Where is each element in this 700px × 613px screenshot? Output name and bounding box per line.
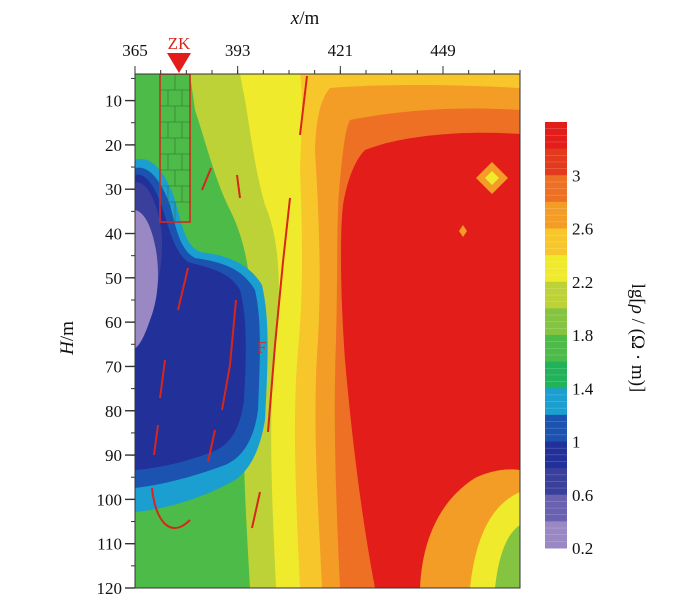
colorbar-tick-label: 1.8 <box>572 326 593 345</box>
fault-line <box>159 359 166 399</box>
fault-line <box>153 424 159 456</box>
colorbar-tick-label: 0.2 <box>572 539 593 558</box>
colorbar-swatch <box>545 228 567 256</box>
colorbar-swatch <box>545 361 567 389</box>
colorbar-swatch <box>545 441 567 469</box>
x-tick-label: 449 <box>430 41 456 60</box>
field-level-green-bottom <box>495 525 520 588</box>
colorbar-swatch <box>545 494 567 522</box>
fault-line <box>299 75 308 136</box>
colorbar-swatch <box>545 122 567 150</box>
fault-line <box>177 267 189 311</box>
y-tick-label: 80 <box>105 402 122 421</box>
fault-line <box>221 299 237 411</box>
y-tick-label: 50 <box>105 269 122 288</box>
colorbar-tick-label: 2.2 <box>572 273 593 292</box>
y-tick-label: 110 <box>97 535 122 554</box>
contour-plot-area <box>135 74 520 588</box>
colorbar-swatch <box>545 388 567 416</box>
colorbar-swatch <box>545 281 567 309</box>
colorbar-swatch <box>545 308 567 336</box>
fault-line <box>207 429 216 463</box>
colorbar-swatch <box>545 201 567 229</box>
borehole-zk-log <box>159 74 191 223</box>
y-tick-label: 10 <box>105 92 122 111</box>
plot-frame <box>134 73 521 589</box>
y-axis-title: H/m <box>57 321 78 356</box>
colorbar-tick-label: 1 <box>572 433 581 452</box>
y-tick-label: 70 <box>105 357 122 376</box>
x-tick-label: 393 <box>225 41 251 60</box>
colorbar-tick-label: 1.4 <box>572 379 594 398</box>
borehole-triangle-icon <box>167 53 191 73</box>
field-level-red-high <box>340 132 520 588</box>
x-tick-label: 365 <box>122 41 148 60</box>
fault-label: F <box>257 338 266 357</box>
colorbar: 3 2.6 2.2 1.8 1.4 1 0.6 0.2 <box>545 122 594 558</box>
x-axis: 365 393 421 449 <box>122 41 521 74</box>
colorbar-swatch <box>545 414 567 442</box>
colorbar-tick-label: 3 <box>572 166 581 185</box>
y-tick-label: 120 <box>97 579 123 598</box>
y-tick-label: 60 <box>105 313 122 332</box>
y-tick-label: 20 <box>105 136 122 155</box>
fault-line <box>201 167 212 191</box>
colorbar-title: lg[ρ / (Ω · m)] <box>627 284 648 393</box>
high-anomaly-small <box>459 225 467 237</box>
field-level-lavender <box>135 210 158 348</box>
borehole-marker: ZK <box>167 34 191 73</box>
y-tick-label: 100 <box>97 490 123 509</box>
fault-lines <box>151 75 308 529</box>
high-anomaly-upper-right-core <box>485 171 499 185</box>
fault-line <box>267 197 291 433</box>
x-axis-title: x/m <box>290 8 320 29</box>
colorbar-swatch <box>545 335 567 363</box>
colorbar-tick-label: 0.6 <box>572 486 593 505</box>
x-tick-label: 421 <box>328 41 354 60</box>
fault-line <box>236 174 241 199</box>
colorbar-swatch <box>545 148 567 176</box>
y-tick-label: 40 <box>105 225 122 244</box>
colorbar-swatch <box>545 468 567 496</box>
colorbar-swatch <box>545 175 567 203</box>
colorbar-tick-label: 2.6 <box>572 220 593 239</box>
field-level-dark-blue <box>135 174 246 470</box>
y-axis: 10 20 30 40 50 60 70 80 90 100 110 120 <box>97 77 135 598</box>
colorbar-swatch <box>545 521 567 549</box>
y-tick-label: 30 <box>105 180 122 199</box>
fault-line <box>251 491 261 529</box>
colorbar-swatch <box>545 255 567 283</box>
fault-line-lower-curve <box>151 487 191 529</box>
y-tick-label: 90 <box>105 446 122 465</box>
borehole-label: ZK <box>168 34 191 53</box>
